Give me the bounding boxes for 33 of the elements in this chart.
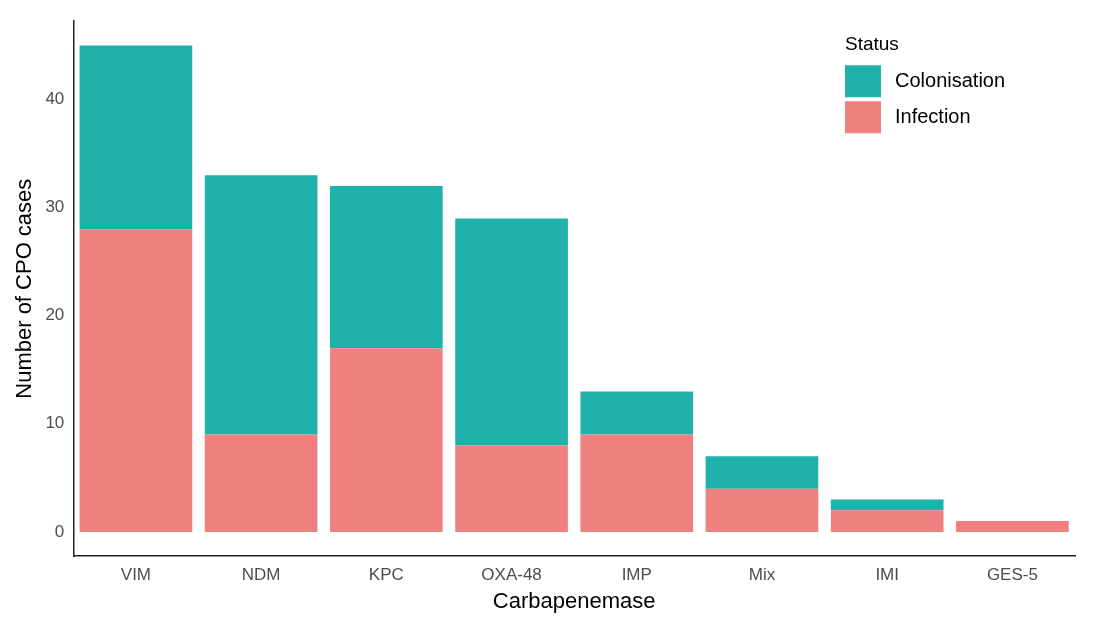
bar [79,45,193,230]
bar [830,499,944,511]
bar [956,521,1069,532]
bar [580,391,694,435]
y-axis-title: Number of CPO cases [11,178,37,399]
y-tick-label: 0 [54,521,65,541]
bar [204,175,318,435]
x-tick-label: OXA-48 [481,565,542,585]
x-tick-label: VIM [120,565,152,585]
x-axis-title: Carbapenemase [492,587,656,613]
legend-title: Status [845,33,899,55]
x-tick-label: Mix [748,565,776,585]
legend-label: Colonisation [895,68,1006,91]
bar [329,348,443,532]
bar [329,186,443,349]
y-tick-label: 30 [45,197,65,217]
y-tick-label: 20 [45,305,65,325]
legend-label: Infection [895,104,971,127]
bar [830,510,944,532]
x-tick-label: IMI [875,565,899,585]
bar [204,434,318,532]
x-tick-label: IMP [621,565,652,585]
x-tick-label: KPC [368,565,404,585]
bar [580,434,694,532]
bar [455,445,568,532]
bar [455,218,568,446]
x-tick-label: NDM [241,565,281,585]
bar [705,488,819,532]
y-tick-label: 40 [45,89,65,109]
x-tick-label: GES-5 [986,565,1038,585]
y-tick-label: 10 [45,413,65,433]
bar [705,456,819,489]
bar [79,229,193,532]
